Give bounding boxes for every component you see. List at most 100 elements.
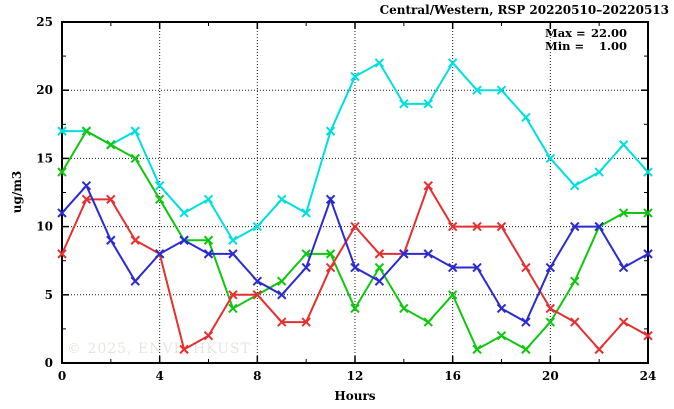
marker-green (618, 208, 629, 218)
marker-red (301, 317, 311, 327)
marker-green (106, 140, 116, 150)
x-tick-label: 0 (58, 369, 66, 383)
marker-cyan (423, 99, 433, 109)
max-value: 22.00 (590, 26, 627, 40)
marker-cyan (325, 126, 336, 136)
marker-blue (301, 262, 311, 273)
marker-cyan (130, 126, 140, 136)
marker-green (423, 317, 433, 327)
marker-blue (350, 262, 360, 273)
marker-red (521, 262, 531, 273)
min-annotation-row: Min = 1.00 (545, 40, 627, 53)
marker-red (350, 221, 360, 232)
chart-title: Central/Western, RSP 20220510–20220513 (379, 3, 669, 17)
marker-red (570, 317, 580, 327)
x-tick-label: 24 (640, 369, 657, 383)
marker-cyan (179, 208, 189, 218)
marker-cyan (228, 235, 238, 245)
marker-cyan (277, 194, 287, 205)
marker-cyan (643, 167, 653, 177)
marker-cyan (545, 153, 556, 164)
y-tick-label: 10 (36, 220, 53, 234)
marker-red (423, 180, 433, 191)
marker-blue (252, 276, 263, 286)
marker-red (81, 194, 92, 205)
marker-green (570, 276, 580, 286)
max-annotation-row: Max = 22.00 (545, 27, 627, 40)
x-tick-label: 20 (542, 369, 559, 383)
marker-green (374, 262, 385, 273)
marker-blue (423, 249, 433, 259)
y-tick-label: 5 (45, 288, 53, 302)
marker-cyan (154, 180, 165, 191)
marker-cyan (472, 85, 482, 95)
x-tick-label: 8 (253, 369, 261, 383)
marker-blue (643, 249, 653, 259)
marker-green (472, 344, 482, 355)
marker-green (203, 235, 214, 245)
marker-green (130, 153, 140, 164)
marker-blue (130, 276, 140, 286)
marker-green (57, 167, 67, 177)
marker-red (472, 221, 482, 232)
marker-cyan (203, 194, 214, 205)
marker-blue (618, 262, 629, 273)
marker-blue (228, 249, 238, 259)
marker-green (301, 249, 311, 259)
marker-cyan (301, 208, 311, 218)
marker-cyan (447, 58, 458, 68)
marker-red (179, 344, 189, 355)
marker-green (521, 344, 531, 355)
marker-cyan (496, 85, 507, 95)
x-tick-label: 4 (155, 369, 163, 383)
marker-blue (106, 235, 116, 245)
marker-red (106, 194, 116, 205)
marker-blue (521, 317, 531, 327)
x-axis-title: Hours (334, 389, 376, 403)
marker-cyan (350, 71, 360, 82)
marker-blue (447, 262, 458, 273)
marker-red (496, 221, 507, 232)
marker-cyan (521, 112, 531, 123)
marker-blue (179, 235, 189, 245)
marker-cyan (594, 167, 604, 177)
y-tick-label: 20 (36, 83, 53, 97)
marker-red (325, 262, 336, 273)
y-axis-title: ug/m3 (10, 170, 24, 214)
marker-red (374, 249, 385, 259)
y-tick-label: 0 (45, 356, 53, 370)
marker-cyan (57, 126, 67, 136)
marker-blue (81, 180, 92, 191)
marker-red (447, 221, 458, 232)
marker-red (643, 331, 653, 341)
marker-blue (545, 262, 556, 273)
marker-green (277, 276, 287, 286)
marker-red (57, 249, 67, 259)
marker-cyan (399, 99, 409, 109)
marker-red (594, 344, 604, 355)
min-value: 1.00 (598, 39, 627, 53)
y-tick-label: 25 (36, 15, 53, 29)
marker-green (643, 208, 653, 218)
marker-green (154, 194, 165, 205)
marker-blue (399, 249, 409, 259)
marker-red (252, 290, 263, 300)
plot-frame (61, 21, 649, 364)
marker-cyan (252, 221, 263, 232)
min-label: Min = (545, 39, 585, 53)
marker-green (545, 317, 556, 327)
marker-blue (325, 194, 336, 205)
marker-red (277, 317, 287, 327)
marker-blue (374, 276, 385, 286)
y-tick-label: 15 (36, 151, 53, 165)
marker-cyan (618, 140, 629, 150)
marker-blue (57, 208, 67, 218)
marker-red (545, 303, 556, 314)
max-min-annotation: Max = 22.00 Min = 1.00 (545, 27, 627, 53)
marker-green (350, 303, 360, 314)
marker-red (203, 331, 214, 341)
marker-red (228, 290, 238, 300)
marker-red (130, 235, 140, 245)
